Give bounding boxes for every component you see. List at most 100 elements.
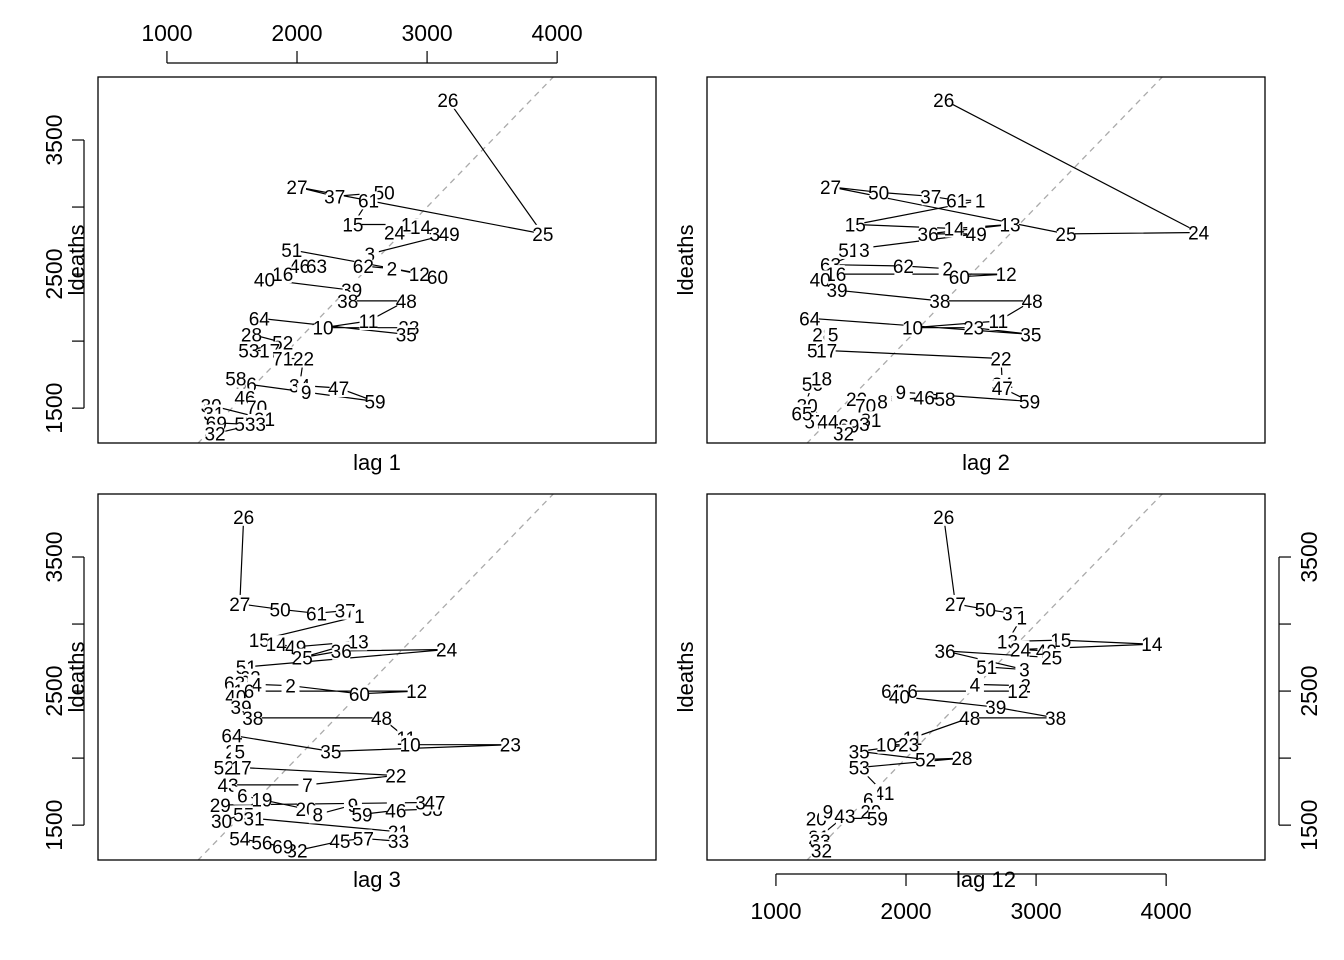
point-label: 50	[868, 183, 889, 204]
point-label: 25	[1055, 225, 1076, 246]
y-tick-label: 1500	[1296, 800, 1322, 851]
point-label: 28	[951, 749, 972, 770]
point-label: 1	[975, 191, 986, 212]
point-label-bg	[250, 309, 269, 328]
point-label-bg	[945, 219, 964, 238]
point-label: 38	[1045, 709, 1066, 730]
identity-line	[806, 77, 1163, 443]
point-label: 60	[427, 268, 448, 289]
plot-area: 2627506137115144913253624516263426012164…	[197, 494, 554, 860]
point-label: 13	[999, 215, 1020, 236]
point-label: 51	[281, 241, 302, 262]
point-label-bg	[821, 177, 840, 196]
point-label: 59	[351, 805, 372, 826]
point-label-bg	[353, 805, 372, 824]
point-label: 9	[348, 796, 359, 817]
panel-lag-12: 2627503711315142449253635142126116403938…	[673, 493, 1322, 924]
point-label-bg	[288, 177, 307, 196]
point-label-bg	[899, 735, 918, 754]
point-label-bg	[212, 812, 231, 831]
point-label-bg	[215, 758, 234, 777]
point-label: 4	[970, 675, 981, 696]
point-label: 11	[988, 312, 1008, 333]
point-label-bg	[239, 341, 258, 360]
point-label-bg	[533, 224, 552, 243]
point-label-bg	[325, 187, 344, 206]
point-label-bg	[294, 349, 313, 368]
point-label: 48	[371, 709, 392, 730]
point-label-bg	[965, 675, 984, 694]
panel-frame	[97, 76, 657, 444]
point-label: 27	[945, 595, 966, 616]
point-label-bg	[1001, 215, 1020, 234]
panel-lag-3: 2627506137115144913253624516263426012164…	[41, 493, 657, 892]
point-label: 11	[359, 312, 379, 333]
point-label: 65	[791, 405, 812, 426]
point-label-bg	[811, 270, 830, 289]
x-axis-label: lag 1	[353, 450, 401, 475]
panel-frame	[97, 493, 657, 861]
point-label: 16	[825, 265, 846, 286]
point-label-bg	[874, 783, 893, 802]
point-label-bg	[1023, 291, 1042, 310]
point-label-bg	[354, 257, 373, 276]
point-label-bg	[950, 267, 969, 286]
point-label: 10	[312, 319, 333, 340]
lag-path	[210, 99, 545, 435]
point-label: 71	[272, 350, 293, 371]
point-label: 30	[211, 812, 232, 833]
point-label: 38	[929, 292, 950, 313]
point-label-bg	[428, 267, 447, 286]
point-label-bg	[230, 829, 249, 848]
point-label: 53	[238, 341, 259, 362]
point-label: 5	[234, 742, 245, 763]
point-label-bg	[934, 507, 953, 526]
y-axis-label: ldeaths	[64, 225, 89, 296]
point-label-bg	[818, 802, 837, 821]
point-label: 10	[876, 736, 897, 757]
point-label-bg	[273, 349, 292, 368]
point-label: 22	[990, 350, 1011, 371]
point-label: 48	[396, 292, 417, 313]
point-label-bg	[817, 341, 836, 360]
point-label: 38	[337, 292, 358, 313]
point-label-bg	[976, 600, 995, 619]
point-label: 37	[920, 187, 941, 208]
point-label-bg	[1011, 640, 1030, 659]
point-label-bg	[250, 631, 269, 650]
point-label-bg	[936, 641, 955, 660]
point-label: 50	[270, 600, 291, 621]
point-label-bg	[921, 187, 940, 206]
plot-area: 2627503711315142449253635142126116403938…	[806, 494, 1163, 860]
point-label-bg	[834, 424, 853, 443]
point-label: 57	[353, 830, 374, 851]
point-label-bg	[991, 349, 1010, 368]
point-label-bg	[868, 809, 887, 828]
point-label-bg	[850, 758, 869, 777]
point-label: 15	[342, 215, 363, 236]
point-label-bg	[273, 837, 292, 856]
point-label-bg	[1056, 224, 1075, 243]
point-label: 61	[306, 604, 327, 625]
point-label: 24	[1188, 224, 1210, 245]
point-label-bg	[855, 240, 874, 259]
point-label: 45	[329, 832, 350, 853]
point-label-bg	[401, 735, 420, 754]
point-label: 27	[286, 178, 307, 199]
point-label-bg	[308, 805, 327, 824]
point-label: 27	[229, 595, 250, 616]
point-label: 27	[820, 178, 841, 199]
point-label: 58	[934, 390, 955, 411]
point-label-bg	[343, 215, 362, 234]
point-label-bg	[846, 215, 865, 234]
point-label: 47	[424, 793, 445, 814]
point-label-bg	[307, 604, 326, 623]
point-label: 14	[944, 219, 966, 240]
x-tick-label: 2000	[880, 898, 931, 924]
point-label-bg	[321, 742, 340, 761]
point-label: 5	[828, 325, 839, 346]
point-label-bg	[245, 809, 264, 828]
point-label-bg	[930, 291, 949, 310]
point-label-bg	[293, 648, 312, 667]
